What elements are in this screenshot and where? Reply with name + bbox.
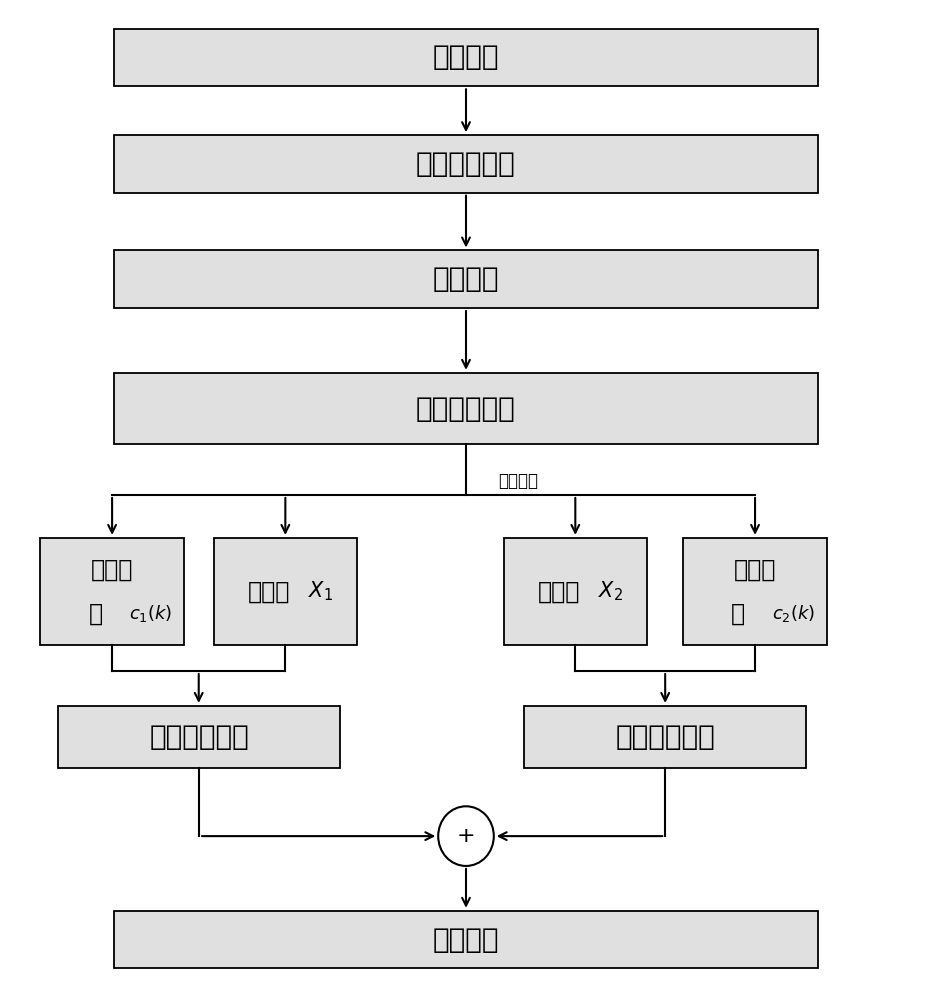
- Text: $\mathit{c}_1\mathit{(k)}$: $\mathit{c}_1\mathit{(k)}$: [129, 603, 172, 624]
- Text: 变换函: 变换函: [733, 558, 776, 582]
- Text: +: +: [457, 826, 475, 846]
- Text: 数: 数: [732, 601, 746, 625]
- Text: $\mathit{X}_2$: $\mathit{X}_2$: [598, 580, 624, 603]
- Text: $\mathit{X}_1$: $\mathit{X}_1$: [308, 580, 333, 603]
- FancyBboxPatch shape: [683, 538, 827, 645]
- FancyBboxPatch shape: [114, 135, 818, 193]
- FancyBboxPatch shape: [58, 706, 340, 768]
- Text: 领域信息统计: 领域信息统计: [416, 150, 516, 178]
- Text: 变换函: 变换函: [91, 558, 133, 582]
- Text: 直方图均衡化: 直方图均衡化: [149, 723, 249, 751]
- FancyBboxPatch shape: [503, 538, 647, 645]
- FancyBboxPatch shape: [213, 538, 357, 645]
- FancyBboxPatch shape: [524, 706, 806, 768]
- FancyBboxPatch shape: [114, 911, 818, 968]
- Text: 直方图均衡化: 直方图均衡化: [615, 723, 715, 751]
- FancyBboxPatch shape: [114, 250, 818, 308]
- Text: 均值分割: 均值分割: [499, 472, 539, 490]
- FancyBboxPatch shape: [40, 538, 184, 645]
- FancyBboxPatch shape: [114, 29, 818, 86]
- Text: 优化的直方图: 优化的直方图: [416, 395, 516, 423]
- Circle shape: [438, 806, 494, 866]
- Text: 数: 数: [89, 601, 103, 625]
- Text: 参数选择: 参数选择: [432, 265, 500, 293]
- FancyBboxPatch shape: [114, 373, 818, 444]
- Text: $\mathit{c}_2\mathit{(k)}$: $\mathit{c}_2\mathit{(k)}$: [772, 603, 816, 624]
- Text: 输入图像: 输入图像: [432, 43, 500, 71]
- Text: 子图像: 子图像: [248, 579, 290, 603]
- Text: 子图像: 子图像: [538, 579, 580, 603]
- Text: 输出图像: 输出图像: [432, 926, 500, 954]
